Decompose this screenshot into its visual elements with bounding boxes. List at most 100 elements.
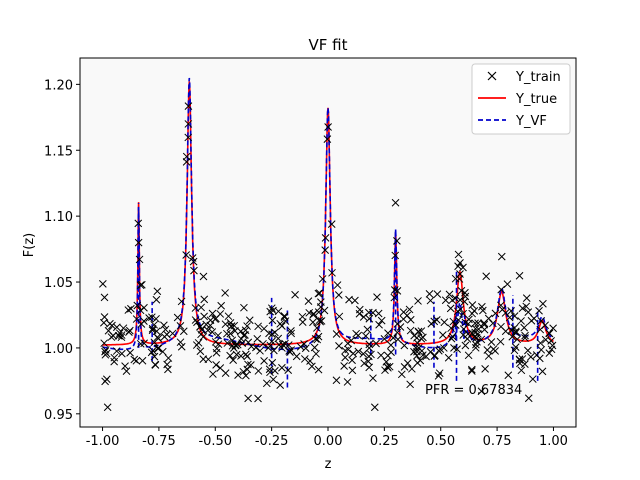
- y-train-point: [153, 344, 162, 353]
- y-train-point: [256, 346, 264, 355]
- y-tick-label: 1.10: [44, 210, 73, 225]
- y-train-point: [349, 349, 358, 358]
- x-tick-label: -0.50: [198, 434, 232, 449]
- y-train-point: [266, 341, 275, 350]
- y-train-point: [382, 358, 391, 366]
- y-train-point: [347, 336, 356, 345]
- y-train-point: [241, 326, 250, 335]
- y-train-point: [451, 294, 460, 303]
- y-train-point: [211, 338, 220, 346]
- y-train-point: [160, 332, 169, 341]
- y-train-point: [152, 327, 161, 336]
- y-train-point: [119, 324, 128, 333]
- y-train-point: [434, 346, 443, 355]
- y-train-point: [454, 262, 462, 271]
- y-train-point: [284, 366, 293, 374]
- y-axis-title: F(z): [22, 233, 37, 257]
- y-train-point: [276, 319, 285, 328]
- y-train-point: [433, 290, 442, 298]
- y-train-point: [191, 316, 200, 324]
- y-train-point: [453, 345, 461, 353]
- y-train-point: [461, 341, 470, 350]
- y-train-point: [212, 348, 221, 357]
- y-train-point: [444, 353, 453, 362]
- y-train-point: [365, 344, 374, 352]
- y-train-point: [212, 314, 220, 323]
- x-tick-label: -0.25: [255, 434, 289, 449]
- y-train-point: [498, 305, 507, 314]
- y-train-point: [239, 367, 248, 376]
- y-train-point: [269, 375, 278, 384]
- y-train-point: [410, 347, 418, 356]
- y-train-point: [275, 340, 283, 349]
- y-train-point: [196, 347, 205, 356]
- y-train-point: [355, 309, 364, 318]
- y-train-point: [314, 332, 323, 341]
- x-tick-label: 0.00: [314, 434, 343, 449]
- y-train-point: [224, 312, 233, 321]
- y-train-point: [335, 342, 343, 350]
- y-train-point: [208, 309, 217, 318]
- y-train-point: [522, 302, 531, 311]
- y-train-point: [151, 360, 159, 369]
- y-train-point: [474, 325, 483, 333]
- y-train-point: [206, 321, 215, 330]
- y-train-point: [140, 303, 148, 312]
- y-train-point: [406, 380, 415, 389]
- y-train-point: [439, 331, 447, 339]
- y-train-point: [254, 322, 262, 331]
- y-train-point: [176, 338, 185, 347]
- y-train-point: [132, 356, 141, 365]
- y-train-point: [390, 293, 399, 302]
- legend-label: Y_train: [515, 70, 561, 85]
- y-train-point: [317, 298, 325, 306]
- y-train-point: [354, 347, 363, 356]
- y-train-point: [135, 255, 144, 264]
- y-train-point: [173, 313, 182, 322]
- y-train-point: [479, 306, 487, 315]
- y-train-point: [309, 318, 317, 327]
- y-train-point: [241, 350, 250, 359]
- y-train-point: [457, 286, 466, 295]
- y-train-point: [163, 360, 171, 369]
- y-train-point: [193, 318, 201, 327]
- y-train-point: [497, 285, 506, 294]
- y-train-point: [223, 339, 232, 347]
- y-train-point: [268, 358, 277, 367]
- y-train-point: [231, 341, 240, 349]
- y-train-point: [369, 308, 377, 317]
- y-train-point: [184, 133, 193, 142]
- y-train-point: [314, 365, 323, 374]
- y-train-point: [427, 319, 436, 328]
- y-train-point: [403, 311, 412, 320]
- y-train-point: [394, 335, 402, 344]
- y-train-point: [400, 341, 409, 350]
- y-tick-label: 0.95: [44, 408, 73, 423]
- y-train-point: [441, 296, 450, 305]
- y-train-point: [245, 316, 254, 325]
- y-train-point: [271, 366, 279, 375]
- y-train-point: [179, 327, 188, 336]
- y-train-point: [387, 341, 395, 350]
- y-train-point: [341, 346, 350, 355]
- y-train-point: [267, 304, 276, 313]
- x-tick-label: 1.00: [539, 434, 568, 449]
- y-train-point: [328, 268, 336, 277]
- y-train-point: [406, 326, 415, 335]
- y-train-point: [377, 351, 385, 360]
- y-train-point: [397, 370, 406, 379]
- y-train-point: [393, 287, 402, 295]
- x-tick-label: 0.50: [426, 434, 455, 449]
- y-train-point: [150, 338, 159, 347]
- y-train-point: [449, 317, 458, 326]
- y-train-point: [112, 323, 121, 332]
- y-train-point: [239, 331, 248, 340]
- y-train-point: [301, 344, 310, 353]
- y-train-point: [317, 317, 326, 325]
- y-train-point: [109, 331, 118, 340]
- y-train-point: [254, 367, 263, 375]
- y-train-point: [140, 317, 148, 325]
- y-train-point: [513, 335, 522, 344]
- y-train-point: [361, 332, 370, 340]
- y-train-point: [517, 366, 526, 375]
